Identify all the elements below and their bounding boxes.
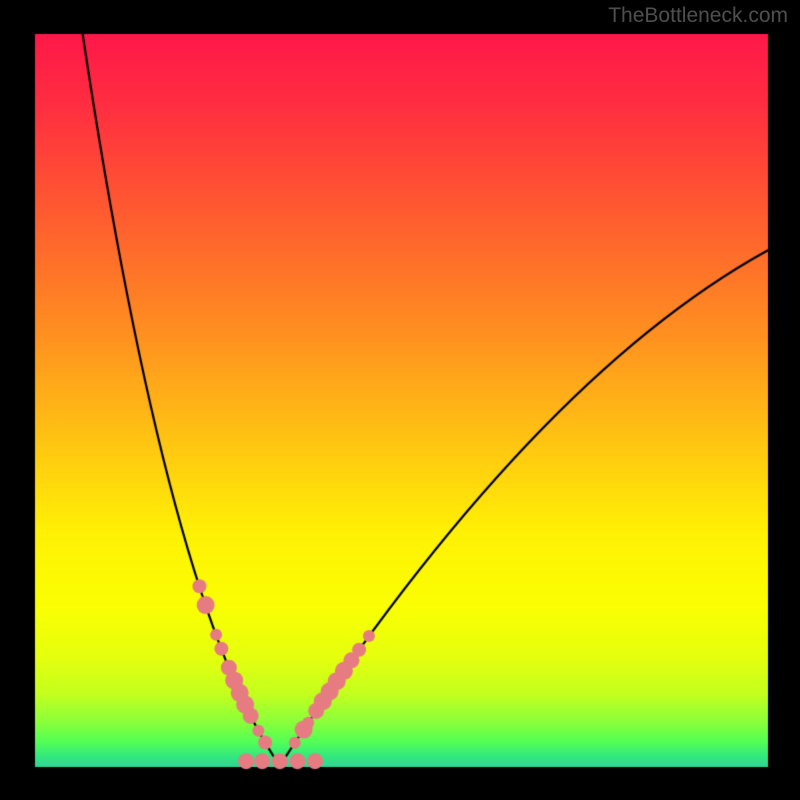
bottleneck-curve-chart — [0, 0, 800, 800]
watermark-text: TheBottleneck.com — [608, 4, 788, 28]
